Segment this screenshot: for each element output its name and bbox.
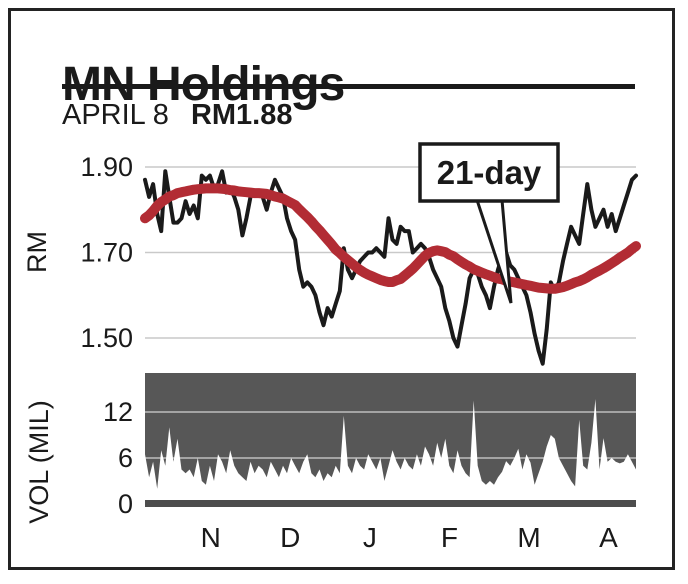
- volume-tick-labels: 12 6 0: [103, 397, 133, 519]
- moving-average-line: [140, 183, 641, 294]
- current-price: RM1.88: [190, 99, 293, 131]
- volume-tick-label: 0: [118, 489, 133, 519]
- price-tick-label: 1.90: [80, 152, 133, 182]
- callout-21day: 21-day: [418, 142, 560, 304]
- month-label: D: [280, 522, 300, 553]
- volume-axis-label: VOL (MIL): [24, 400, 54, 524]
- volume-area: [145, 399, 636, 504]
- price-tick-labels: 1.90 1.70 1.50: [80, 152, 133, 353]
- month-label: A: [599, 522, 618, 553]
- date-label: APRIL 8: [62, 99, 169, 131]
- callout-box: [418, 142, 560, 203]
- volume-tick-label: 6: [118, 443, 133, 473]
- volume-baseline-bar: [145, 500, 636, 507]
- price-line: [143, 169, 638, 366]
- month-label: N: [201, 522, 221, 553]
- month-label: J: [363, 522, 377, 553]
- price-axis-label: RM: [22, 231, 52, 273]
- volume-tick-label: 12: [103, 397, 133, 427]
- price-tick-label: 1.50: [80, 323, 133, 353]
- subheader: APRIL 8 RM1.88: [62, 99, 292, 132]
- price-tick-label: 1.70: [80, 238, 133, 268]
- title-underline: [62, 84, 635, 89]
- callout-label: 21-day: [437, 154, 542, 191]
- month-label: M: [517, 522, 540, 553]
- month-label: F: [441, 522, 458, 553]
